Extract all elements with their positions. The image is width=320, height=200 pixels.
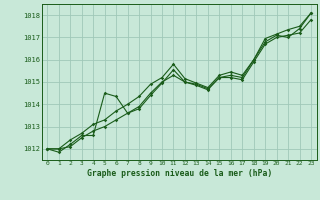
X-axis label: Graphe pression niveau de la mer (hPa): Graphe pression niveau de la mer (hPa) [87,169,272,178]
